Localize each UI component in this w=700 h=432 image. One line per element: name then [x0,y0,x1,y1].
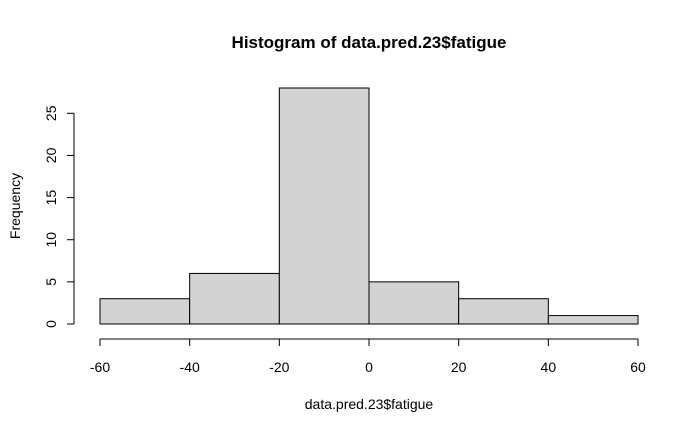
x-tick-label: -40 [180,359,200,375]
histogram-bar-1 [189,272,280,325]
y-axis: 0 5 10 15 20 25 [43,105,75,328]
x-tick-label: 40 [541,359,557,375]
histogram-bar-0 [99,298,191,325]
histogram-bar-2 [278,87,370,325]
x-tick-label: -60 [90,359,110,375]
x-axis-label: data.pred.23$fatigue [305,396,434,412]
x-tick-label: -20 [269,359,289,375]
chart-title: Histogram of data.pred.23$fatigue [232,33,507,52]
y-tick-label: 20 [43,147,59,163]
y-tick-label: 25 [43,105,59,121]
y-tick-label: 15 [43,190,59,206]
y-tick-label: 10 [43,232,59,248]
y-axis-label: Frequency [7,173,23,239]
y-tick-label: 5 [43,278,59,286]
histogram-bar-3 [368,281,460,325]
histogram-bar-4 [458,298,549,325]
x-tick-label: 60 [630,359,646,375]
x-axis: -60 -40 -20 0 20 40 60 [90,338,646,375]
y-tick-label: 0 [43,320,59,328]
x-tick-label: 0 [365,359,373,375]
histogram-bar-5 [547,315,639,325]
x-tick-label: 20 [451,359,467,375]
bars-group [99,87,639,325]
